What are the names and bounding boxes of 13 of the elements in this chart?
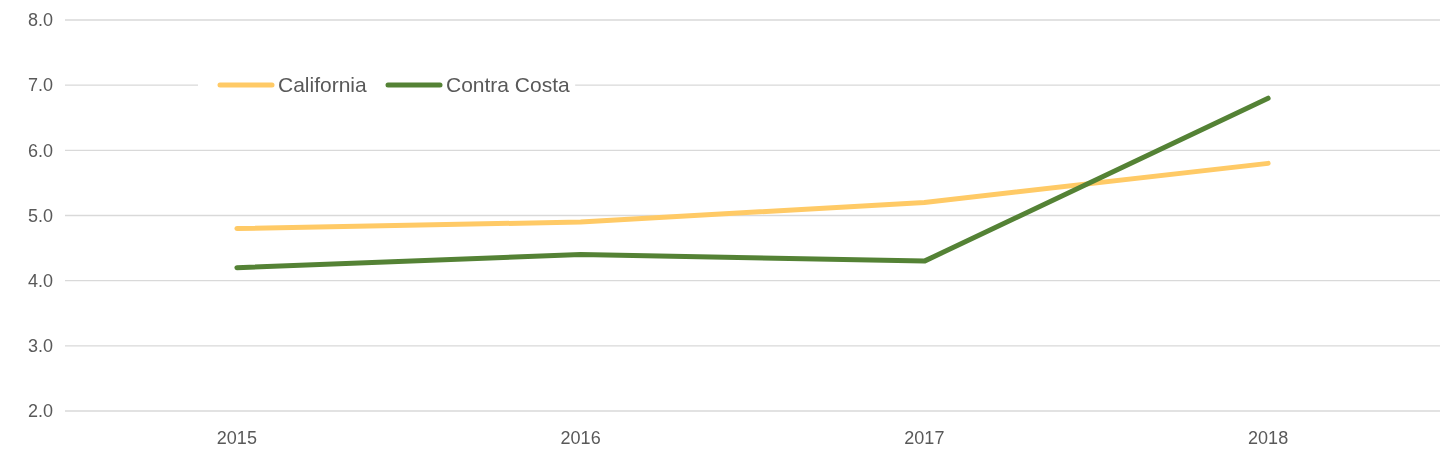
y-tick-label: 8.0	[27, 10, 53, 31]
legend-label: California	[278, 73, 368, 97]
legend-label: Contra Costa	[446, 73, 571, 97]
x-tick-label: 2015	[216, 428, 257, 448]
y-tick-label: 6.0	[27, 140, 53, 161]
y-tick-label: 3.0	[27, 336, 53, 357]
y-tick-label: 4.0	[27, 270, 53, 291]
x-tick-label: 2017	[904, 428, 945, 448]
x-tick-label: 2018	[1248, 428, 1289, 448]
y-tick-label: 2.0	[27, 401, 53, 422]
y-tick-label: 7.0	[27, 75, 53, 96]
x-tick-label: 2016	[560, 428, 601, 448]
y-tick-label: 5.0	[27, 205, 53, 226]
